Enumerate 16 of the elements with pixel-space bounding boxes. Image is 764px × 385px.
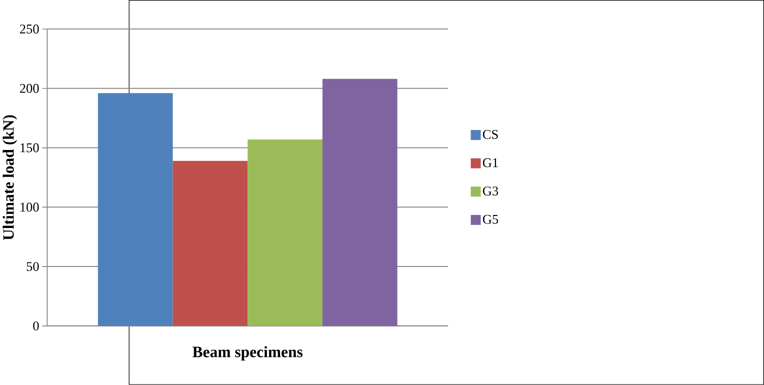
y-tick-label: 50 bbox=[26, 262, 39, 272]
y-tick-label: 100 bbox=[20, 202, 39, 212]
bar bbox=[172, 160, 248, 326]
y-tick-label: 250 bbox=[20, 24, 39, 34]
y-axis-title: Ultimate load (kN) bbox=[2, 115, 18, 240]
legend-label: G1 bbox=[482, 158, 498, 168]
x-axis-title: Beam specimens bbox=[192, 346, 303, 361]
y-tick-label: 200 bbox=[20, 84, 39, 93]
y-tick-label: 0 bbox=[33, 322, 39, 330]
legend-label: G5 bbox=[482, 214, 498, 224]
y-tick-label: 150 bbox=[20, 143, 39, 152]
bar bbox=[322, 78, 398, 326]
legend-label: CS bbox=[482, 130, 498, 139]
bar bbox=[248, 140, 322, 326]
legend-label: G3 bbox=[482, 186, 498, 196]
bar bbox=[98, 93, 173, 326]
